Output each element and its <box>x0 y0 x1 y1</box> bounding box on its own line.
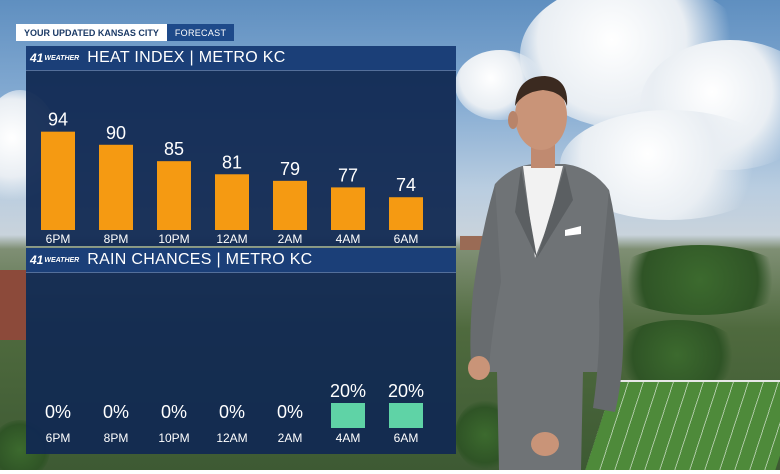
rain-chance-time-label: 6PM <box>46 431 71 445</box>
rain-chance-value-label: 0% <box>219 402 245 422</box>
heat-index-bar <box>331 187 365 230</box>
heat-index-value-label: 94 <box>48 110 68 130</box>
weather-logo: 41 WEATHER <box>30 253 79 267</box>
heat-index-time-label: 12AM <box>216 232 247 246</box>
heat-index-value-label: 74 <box>396 175 416 195</box>
heat-index-panel: 41 WEATHER HEAT INDEX | METRO KC 94 6PM 90… <box>26 46 456 246</box>
header-label: YOUR UPDATED KANSAS CITY <box>16 24 167 41</box>
presenter <box>465 72 625 470</box>
building <box>0 270 26 340</box>
heat-index-time-label: 6AM <box>394 232 419 246</box>
heat-index-time-label: 10PM <box>158 232 189 246</box>
heat-index-title-bar: 41 WEATHER HEAT INDEX | METRO KC <box>26 46 456 71</box>
heat-index-value-label: 90 <box>106 123 126 143</box>
rain-chance-value-label: 0% <box>45 402 71 422</box>
heat-index-value-label: 85 <box>164 139 184 159</box>
heat-index-bar <box>273 180 307 230</box>
heat-index-time-label: 6PM <box>46 232 71 246</box>
rain-chance-time-label: 12AM <box>216 431 247 445</box>
header-sublabel: FORECAST <box>166 24 235 41</box>
rain-chances-chart: 0% 6PM 0% 8PM 0% 10PM 0% 12AM 0% 2AM 20% 4AM 20% 6AM <box>26 272 456 454</box>
rain-chance-time-label: 4AM <box>336 431 361 445</box>
logo-number: 41 <box>30 51 44 65</box>
rain-chance-value-label: 0% <box>161 402 187 422</box>
heat-index-value-label: 81 <box>222 152 242 172</box>
weather-logo: 41 WEATHER <box>30 51 79 65</box>
rain-chances-panel: 41 WEATHER RAIN CHANCES | METRO KC 0% 6PM… <box>26 248 456 454</box>
heat-index-bar <box>215 174 249 230</box>
heat-index-time-label: 2AM <box>278 232 303 246</box>
trees <box>610 245 780 315</box>
heat-index-time-label: 4AM <box>336 232 361 246</box>
rain-chance-bar <box>331 403 365 428</box>
rain-chances-title-bar: 41 WEATHER RAIN CHANCES | METRO KC <box>26 248 456 273</box>
rain-chance-value-label: 20% <box>330 381 366 401</box>
rain-chance-time-label: 10PM <box>158 431 189 445</box>
rain-chance-time-label: 8PM <box>104 431 129 445</box>
rain-chances-title: RAIN CHANCES | METRO KC <box>87 251 313 268</box>
trees <box>612 320 742 390</box>
header-tag: YOUR UPDATED KANSAS CITY FORECAST <box>16 24 235 41</box>
logo-word: WEATHER <box>44 54 80 62</box>
rain-chance-time-label: 2AM <box>278 431 303 445</box>
heat-index-value-label: 77 <box>338 165 358 185</box>
heat-index-bar <box>41 131 75 230</box>
heat-index-bar <box>157 161 191 230</box>
heat-index-title: HEAT INDEX | METRO KC <box>87 49 286 66</box>
rain-chances-chart-svg: 0% 6PM 0% 8PM 0% 10PM 0% 12AM 0% 2AM 20% 4AM 20% 6AM <box>45 381 424 445</box>
heat-index-bar <box>389 197 423 230</box>
rain-chance-value-label: 20% <box>388 381 424 401</box>
rain-chance-time-label: 6AM <box>394 431 419 445</box>
logo-number: 41 <box>30 253 44 267</box>
heat-index-bar <box>99 144 133 230</box>
heat-index-time-label: 8PM <box>104 232 129 246</box>
rain-chance-value-label: 0% <box>103 402 129 422</box>
rain-chance-value-label: 0% <box>277 402 303 422</box>
heat-index-chart: 94 6PM 90 8PM 85 10PM 81 12AM 79 2AM 77 4AM 74 6AM <box>26 70 456 246</box>
heat-index-value-label: 79 <box>280 159 300 179</box>
heat-index-chart-svg: 94 6PM 90 8PM 85 10PM 81 12AM 79 2AM 77 4AM 74 6AM <box>41 110 423 246</box>
rain-chance-bar <box>389 403 423 428</box>
logo-word: WEATHER <box>44 256 80 264</box>
